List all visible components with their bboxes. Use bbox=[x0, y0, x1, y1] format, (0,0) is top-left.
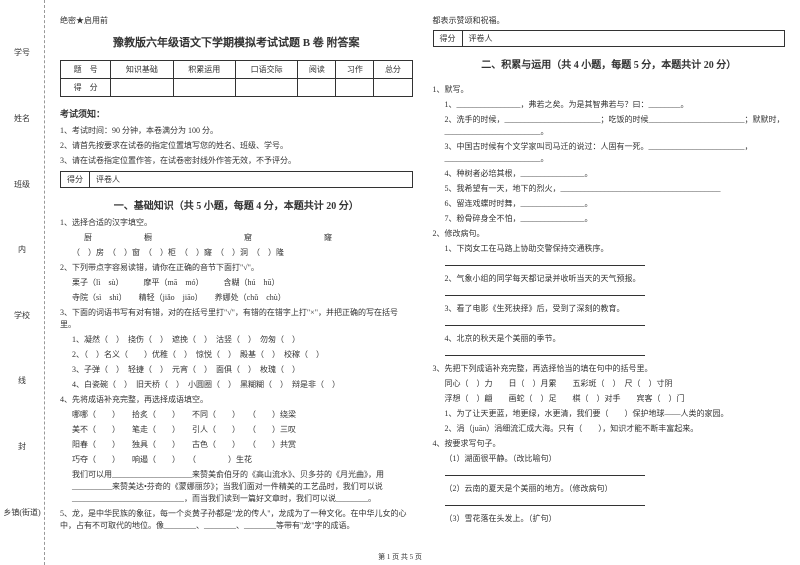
notice-item: 2、请首先按要求在试卷的指定位置填写您的姓名、班级、学号。 bbox=[60, 140, 413, 151]
question-line: 2、涓（juān）涓细流汇成大海。只有（ ），知识才能不断丰富起来。 bbox=[433, 423, 786, 435]
notice-item: 1、考试时间：90 分钟，本卷满分为 100 分。 bbox=[60, 125, 413, 136]
left-column: 绝密★启用前 豫教版六年级语文下学期模拟考试试题 B 卷 附答案 题 号 知识基… bbox=[60, 15, 413, 560]
question-line: 1、________________，弗若之矣。为是其智弗若与？曰：______… bbox=[433, 99, 786, 111]
question: 4、按要求写句子。 bbox=[433, 438, 786, 450]
th: 题 号 bbox=[61, 61, 111, 79]
notice-item: 3、请在试卷指定位置作答，在试卷密封线外作答无效，不予评分。 bbox=[60, 155, 413, 166]
td bbox=[173, 79, 235, 97]
question-line: 哪哪（ ） 拾炙（ ） 不同（ ） （ ）绕梁 bbox=[60, 409, 413, 421]
answer-blank bbox=[445, 318, 645, 326]
question-line: （ ）房 （ ）窗 （ ）柜 （ ）窿 （ ）洞 （ ）隆 bbox=[60, 247, 413, 259]
th: 口语交际 bbox=[235, 61, 297, 79]
question-line: 1、下岗女工在马路上协助交警保持交通秩序。 bbox=[433, 243, 786, 255]
question-line: 4、种树者必培其根，________________。 bbox=[433, 168, 786, 180]
grader-label: 评卷人 bbox=[463, 31, 499, 46]
answer-blank bbox=[445, 468, 645, 476]
answer-blank bbox=[445, 258, 645, 266]
question-line: 寺院（sì shì） 精轻（jiǎo jiāo） 养娜处（chǔ chù） bbox=[60, 292, 413, 304]
question: 5、龙，是中华民族的象征，每一个炎黄子孙都是"龙的传人"，龙成为了一种文化。在中… bbox=[60, 508, 413, 532]
continuation: 都表示赞颂和祝福。 bbox=[433, 15, 786, 27]
page-footer: 第 1 页 共 5 页 bbox=[378, 552, 422, 562]
margin-mark: 封 bbox=[18, 441, 26, 452]
question-line: （3）雪花落在头发上。（扩句） bbox=[433, 513, 786, 525]
secret-mark: 绝密★启用前 bbox=[60, 15, 413, 26]
question: 3、下面的词语书写有对有错，对的在括号里打"√"，有错的在错字上打"×"，并把正… bbox=[60, 307, 413, 331]
question-line: 2、气象小组的同学每天都记录并收听当天的天气预报。 bbox=[433, 273, 786, 285]
td bbox=[235, 79, 297, 97]
th: 阅读 bbox=[298, 61, 336, 79]
answer-blank bbox=[445, 348, 645, 356]
answer-blank bbox=[445, 288, 645, 296]
table-row: 题 号 知识基础 积累运用 口语交际 阅读 习作 总分 bbox=[61, 61, 413, 79]
td bbox=[336, 79, 374, 97]
td bbox=[298, 79, 336, 97]
score-table: 题 号 知识基础 积累运用 口语交际 阅读 习作 总分 得 分 bbox=[60, 60, 413, 97]
notice-title: 考试须知： bbox=[60, 107, 413, 120]
question-line: 4、北京的秋天是个美丽的季节。 bbox=[433, 333, 786, 345]
td bbox=[111, 79, 173, 97]
question-line: 2、洗手的时候，________________________；吃饭的时候__… bbox=[433, 114, 786, 138]
question-line: 1、凝然（ ） 挠伤（ ） 遮挽（ ） 沽竖（ ） 勿匆（ ） bbox=[60, 334, 413, 346]
question-line: 3、中国古时候有个文学家叫司马迁的说过：人固有一死。______________… bbox=[433, 141, 786, 165]
question-text: 我们可以用____________________来赞美俞伯牙的《高山流水》、贝… bbox=[60, 469, 413, 505]
right-column: 都表示赞颂和祝福。 得分 评卷人 二、积累与运用（共 4 小题，每题 5 分，本… bbox=[433, 15, 786, 560]
th: 习作 bbox=[336, 61, 374, 79]
margin-label: 学校 bbox=[14, 310, 30, 321]
question-line: （2）云南的夏天是个美丽的地方。（修改病句） bbox=[433, 483, 786, 495]
question-line: （1）湖面很平静。（改比喻句） bbox=[433, 453, 786, 465]
question-line: 美不（ ） 笔走（ ） 引人（ ） （ ）三叹 bbox=[60, 424, 413, 436]
th: 总分 bbox=[374, 61, 412, 79]
margin-label: 班级 bbox=[14, 179, 30, 190]
table-row: 得 分 bbox=[61, 79, 413, 97]
question-line: 7、粉骨碎身全不怕，________________。 bbox=[433, 213, 786, 225]
th: 积累运用 bbox=[173, 61, 235, 79]
page-columns: 绝密★启用前 豫教版六年级语文下学期模拟考试试题 B 卷 附答案 题 号 知识基… bbox=[45, 0, 800, 565]
question-line: 阳春（ ） 独具（ ） 古色（ ） （ ）共赏 bbox=[60, 439, 413, 451]
grader-box: 得分 评卷人 bbox=[60, 171, 413, 188]
question-line: 栗子（lì sù） 摩平（mā mó） 含糊（hú hū） bbox=[60, 277, 413, 289]
exam-title: 豫教版六年级语文下学期模拟考试试题 B 卷 附答案 bbox=[60, 34, 413, 50]
grader-label: 评卷人 bbox=[90, 172, 126, 187]
question-line: 同心（ ）力 日（ ）月累 五彩斑（ ） 尺（ ）寸阴 bbox=[433, 378, 786, 390]
question-line: 3、看了电影《生死抉择》后，受到了深刻的教育。 bbox=[433, 303, 786, 315]
margin-mark: 线 bbox=[18, 375, 26, 386]
question: 3、先把下列成语补充完整，再选择恰当的填在句中的括号里。 bbox=[433, 363, 786, 375]
answer-blank bbox=[445, 498, 645, 506]
question: 4、先将成语补充完整，再选择成语填空。 bbox=[60, 394, 413, 406]
question-line: 2、（ ）名义（ ）优稚（ ） 惊悦（ ） 殿基（ ） 校稼（ ） bbox=[60, 349, 413, 361]
score-label: 得分 bbox=[434, 31, 463, 46]
question: 2、修改病句。 bbox=[433, 228, 786, 240]
question-line: 3、子弹（ ） 轻捷（ ） 元宵（ ） 面俱（ ） 枚瑰（ ） bbox=[60, 364, 413, 376]
score-label: 得分 bbox=[61, 172, 90, 187]
margin-label: 姓名 bbox=[14, 113, 30, 124]
binding-margin: 学号 姓名 班级 内 学校 线 封 乡镇(街道) bbox=[0, 0, 45, 565]
question-line: 巧夺（ ） 响遏（ ） （ ）生花 bbox=[60, 454, 413, 466]
td: 得 分 bbox=[61, 79, 111, 97]
question: 1、默写。 bbox=[433, 84, 786, 96]
section-title: 一、基础知识（共 5 小题，每题 4 分，本题共计 20 分） bbox=[60, 197, 413, 212]
question: 2、下列带点字容易读错，请你在正确的音节下面打"√"。 bbox=[60, 262, 413, 274]
question-line: 4、白瓷碗（ ） 旧天桥（ ） 小圆圈（ ） 黑糊糊（ ） 辩是非（ ） bbox=[60, 379, 413, 391]
margin-mark: 内 bbox=[18, 244, 26, 255]
question-chars: 厨 橱 窟 窿 bbox=[60, 232, 413, 244]
grader-box: 得分 评卷人 bbox=[433, 30, 786, 47]
margin-label: 乡镇(街道) bbox=[3, 507, 40, 518]
margin-label: 学号 bbox=[14, 47, 30, 58]
question: 1、选择合适的汉字填空。 bbox=[60, 217, 413, 229]
th: 知识基础 bbox=[111, 61, 173, 79]
question-line: 5、我希望有一天，地下的烈火，_________________________… bbox=[433, 183, 786, 195]
section-title: 二、积累与运用（共 4 小题，每题 5 分，本题共计 20 分） bbox=[433, 56, 786, 71]
question-line: 1、为了让天更蓝，地更绿，水更清，我们要（ ）保护地球——人类的家园。 bbox=[433, 408, 786, 420]
question-line: 浮想（ ）翩 画蛇（ ）足 棋（ ）对手 宾客（ ）门 bbox=[433, 393, 786, 405]
td bbox=[374, 79, 412, 97]
question-line: 6、留连戏蝶时时舞，________________。 bbox=[433, 198, 786, 210]
